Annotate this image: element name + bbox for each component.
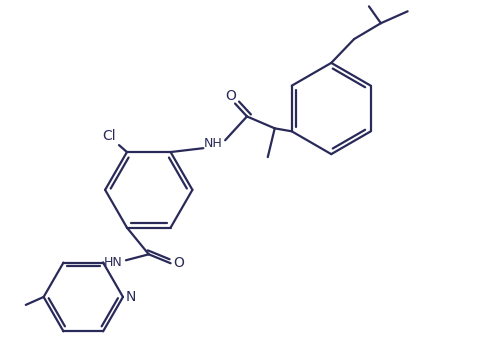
Text: Cl: Cl xyxy=(102,129,116,143)
Text: NH: NH xyxy=(204,137,223,150)
Text: O: O xyxy=(226,89,237,103)
Text: O: O xyxy=(173,256,184,270)
Text: N: N xyxy=(126,290,136,304)
Text: HN: HN xyxy=(104,256,122,269)
